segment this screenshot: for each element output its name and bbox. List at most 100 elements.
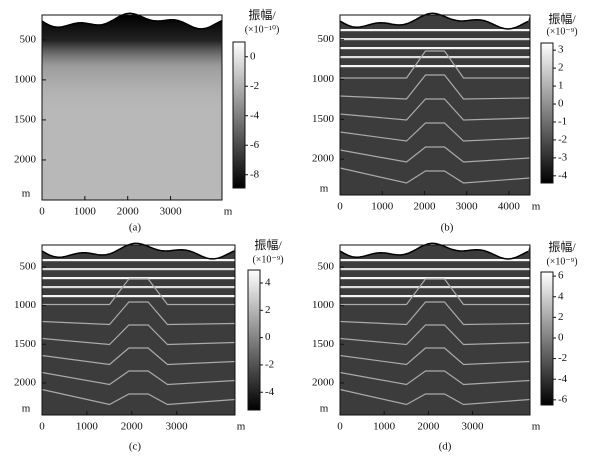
colorbar-tick-label: 2 — [558, 311, 564, 323]
colorbar-tick-label: -2 — [250, 80, 259, 92]
topography-mask — [42, 243, 235, 259]
colorbar-unit: (×10⁻⁹) — [546, 256, 577, 267]
x-axis-label: m — [237, 421, 246, 433]
x-tick-label: 0 — [39, 206, 45, 218]
topography — [339, 12, 529, 30]
reflector — [42, 278, 235, 306]
topography-mask — [42, 13, 222, 29]
reflector — [340, 278, 530, 306]
colorbar-tick-label: -8 — [250, 168, 260, 180]
y-tick-label: 1000 — [312, 299, 335, 311]
colorbar-tick-label: -6 — [558, 393, 568, 405]
reflector — [340, 65, 530, 68]
colorbar-tick-label: -6 — [250, 139, 260, 151]
colorbar-tick-label: 4 — [558, 290, 564, 302]
reflector — [339, 98, 531, 121]
y-axis-label: m — [320, 403, 329, 415]
colorbar-tick-label: 4 — [265, 277, 271, 289]
reflector — [42, 286, 235, 289]
colorbar-tick-label: 0 — [265, 331, 271, 343]
y-tick-label: 1500 — [312, 338, 335, 350]
reflector — [340, 286, 530, 289]
colorbar-tick-label: -4 — [558, 169, 568, 181]
colorbar-unit: (×10⁻¹⁰) — [245, 24, 280, 35]
x-tick-label: 1000 — [371, 201, 394, 213]
colorbar-tick-label: -4 — [558, 373, 568, 385]
seismic-background — [42, 245, 235, 415]
x-tick-label: 3000 — [462, 421, 485, 433]
colorbar — [540, 271, 554, 406]
reflector — [340, 29, 530, 32]
y-axis-label: m — [22, 403, 31, 415]
reflector — [339, 74, 531, 100]
x-axis-label: m — [532, 201, 541, 213]
reflector — [340, 277, 530, 280]
reflector — [41, 324, 236, 346]
reflector — [41, 370, 236, 386]
colorbar-unit: (×10⁻⁹) — [546, 26, 577, 37]
reflector — [339, 122, 531, 142]
seismic-background — [340, 245, 530, 415]
x-tick-label: 2000 — [417, 421, 440, 433]
reflector — [339, 388, 531, 406]
topography-mask — [340, 13, 530, 29]
x-tick-label: 0 — [337, 421, 343, 433]
reflector — [340, 259, 530, 262]
plot-frame — [339, 14, 531, 196]
reflector — [340, 47, 530, 50]
y-tick-label: 2000 — [14, 153, 37, 165]
colorbar-tick-label: -2 — [265, 358, 274, 370]
colorbar-title: 振幅/ — [248, 7, 276, 22]
x-tick-label: 3000 — [166, 421, 189, 433]
x-tick-label: 1000 — [74, 206, 97, 218]
colorbar-tick-label: 0 — [250, 50, 256, 62]
reflector — [339, 370, 531, 386]
reflector — [339, 167, 531, 184]
colorbar-tick-label: 6 — [558, 270, 564, 282]
y-tick-label: 2000 — [312, 153, 335, 165]
reflector — [42, 259, 235, 262]
caption: (c) — [129, 441, 142, 453]
colorbar-tick-label: -2 — [558, 133, 567, 145]
x-axis-label: m — [532, 421, 541, 433]
topography — [41, 242, 235, 260]
x-axis-label: m — [224, 206, 233, 218]
topography — [339, 242, 529, 260]
topography-mask — [340, 243, 530, 259]
colorbar-title: 振幅/ — [254, 237, 282, 252]
colorbar — [540, 42, 554, 184]
colorbar-tick-label: -3 — [558, 151, 568, 163]
y-tick-label: 500 — [20, 261, 37, 273]
plot-frame — [41, 244, 236, 416]
y-tick-label: 2000 — [312, 376, 335, 388]
reflector — [41, 347, 236, 366]
caption: (b) — [441, 222, 454, 234]
colorbar-tick-label: 3 — [558, 44, 564, 56]
topography — [41, 12, 223, 30]
y-tick-label: 1500 — [312, 113, 335, 125]
y-axis-label: m — [22, 188, 31, 200]
colorbar-title: 振幅/ — [548, 239, 576, 254]
colorbar — [247, 269, 261, 411]
y-tick-label: 1000 — [312, 73, 335, 85]
x-tick-label: 2000 — [413, 201, 436, 213]
reflector — [339, 146, 531, 163]
x-tick-label: 1000 — [373, 421, 396, 433]
reflector — [339, 301, 531, 326]
reflector — [340, 50, 530, 79]
y-tick-label: 500 — [318, 261, 335, 273]
reflector — [42, 268, 235, 271]
colorbar-tick-label: 2 — [558, 62, 564, 74]
colorbar-tick-label: -2 — [558, 352, 567, 364]
colorbar-tick-label: 0 — [558, 98, 564, 110]
reflector — [340, 38, 530, 41]
y-tick-label: 500 — [20, 33, 37, 45]
x-tick-label: 0 — [337, 201, 343, 213]
x-tick-label: 4000 — [498, 201, 521, 213]
colorbar — [232, 41, 246, 189]
colorbar-tick-label: 2 — [265, 304, 271, 316]
seismic-background — [340, 15, 530, 195]
colorbar-title: 振幅/ — [548, 11, 576, 26]
y-tick-label: 1500 — [14, 113, 37, 125]
